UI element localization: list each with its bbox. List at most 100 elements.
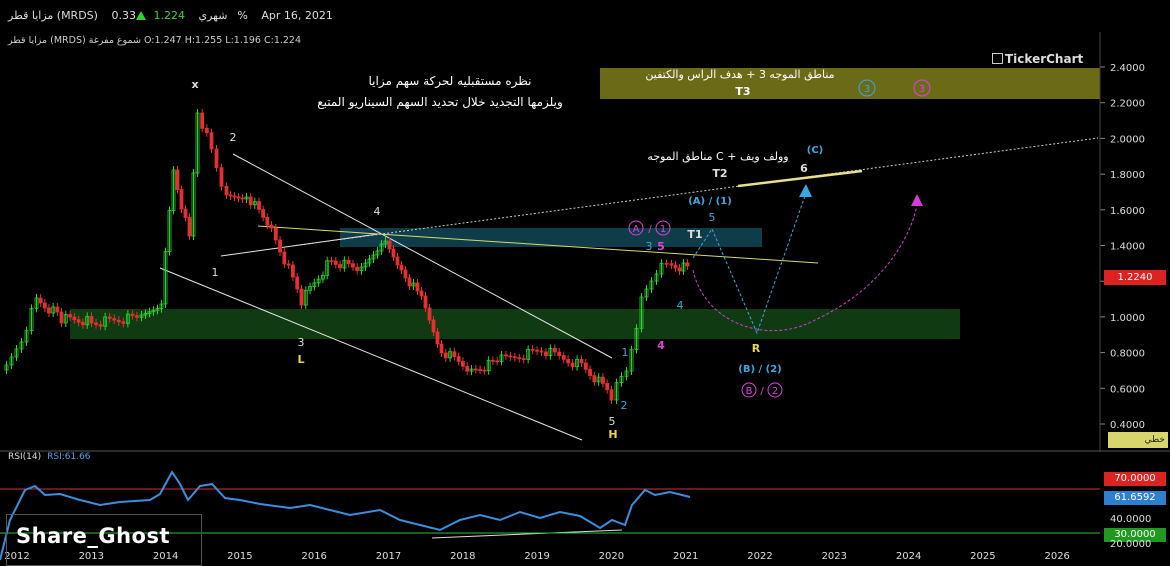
candle-down [55,306,60,313]
candle-up [634,327,639,351]
candle-down [609,389,614,401]
time-tick-label: 2013 [79,551,104,562]
candle-down [491,359,495,362]
candle-down [59,311,64,324]
candle-up [151,309,156,313]
candle-up [159,303,164,309]
chart-mode-button[interactable]: خطي [1108,432,1168,448]
candle-up [614,382,619,401]
candle-down [478,369,482,371]
candle-up [34,297,39,309]
title-line1: نظره مستقبليه لحركة سهم مزايا [369,74,532,89]
candle-up [143,312,148,316]
candle-up [4,364,9,371]
candle-down [557,351,562,357]
candle-up [191,172,196,237]
candle-down [443,352,448,359]
candle-down [278,239,282,253]
candle-down [209,132,214,150]
brand-name: TickerChart [1005,52,1084,66]
candle-down [338,264,342,269]
price-tick-label: 2.4000 [1110,63,1145,74]
candle-down [583,362,588,370]
price-axis: 2.40002.20002.00001.80001.60001.40001.20… [1100,63,1145,431]
candle-down [107,316,112,319]
current-price-tag: 1.2240 [1104,270,1166,285]
candle-up [548,347,553,357]
candle-down [685,262,690,267]
candle-up [125,313,130,324]
candle-down [482,369,487,372]
circle-2-text: 2 [772,386,778,397]
candle-down [387,240,392,250]
wave-1: 1 [212,266,219,279]
candle-down [269,224,274,229]
rsi-header: RSI(14) RSI:61.66 [8,452,91,462]
up-triangle-icon [135,11,146,20]
candle-down [116,319,121,323]
candle-down [423,295,428,309]
time-tick-label: 2016 [301,551,326,562]
candle-up [9,356,14,366]
title-line2: ويلزمها التجديد خلال تحديد السهم السينار… [317,95,563,110]
candle-down [214,148,219,169]
candle-up [448,351,452,359]
wave-R: R [752,342,761,355]
circle-2 [767,382,783,398]
candle-up [383,240,388,245]
candle-up [195,112,200,174]
candle-down [76,319,81,323]
candle-up [51,306,56,314]
candle-down [200,112,205,129]
time-tick-label: 2015 [227,551,252,562]
candle-down [439,343,444,354]
candle-down [224,185,229,196]
rsi-line [0,470,691,561]
candle-down [228,194,233,197]
symbol-name[interactable]: مزايا قطر (MRDS) [8,9,98,22]
wave-3: 3 [298,336,305,349]
wave-2: 2 [230,131,237,144]
candle-down [42,302,47,309]
price-tick-label: 2.0000 [1110,134,1145,145]
candle-down [219,167,224,187]
slash-1: / [648,224,652,235]
candle-down [473,368,478,371]
watermark-text: Share_Ghost [16,524,170,548]
candle-down [236,196,241,199]
price-tick-label: 0.6000 [1110,384,1145,395]
price-tick-label: 1.8000 [1110,170,1145,181]
candle-down [112,318,117,321]
wave-1b: 1 [622,346,629,359]
candle-down [673,264,678,269]
period-label[interactable]: شهري [198,9,228,22]
wave-H: H [608,428,617,441]
candle-down [282,251,287,265]
candle-down [570,362,575,368]
price-tick-label: 1.4000 [1110,242,1145,253]
candle-down [391,248,396,258]
candle-up [303,289,308,306]
t3-label: T3 [735,85,750,98]
candle-down [561,355,566,360]
symbol-info-row: مزايا قطر (MRDS) شهري 1.224 0.33% Apr 16… [8,9,343,22]
candle-down [121,321,126,324]
candle-down [592,375,597,383]
candle-down [552,347,557,353]
candle-down [333,260,338,265]
circle-3-cyan [858,79,876,97]
logo-icon [992,53,1003,64]
chart-annotations: نظره مستقبليه لحركة سهم مزايا ويلزمها ال… [191,68,931,441]
wave-5: 5 [609,415,616,428]
time-tick-label: 2022 [747,551,772,562]
wave-4c: 4 [677,299,684,312]
change-percent: 0.33% [111,9,248,22]
candle-down [579,358,584,364]
rsi-divergence-line [431,529,623,539]
circle-1 [655,220,671,236]
candle-down [517,357,522,360]
rsi-name[interactable]: RSI(14) [8,452,42,462]
candle-up [24,330,29,343]
candle-down [419,290,424,297]
